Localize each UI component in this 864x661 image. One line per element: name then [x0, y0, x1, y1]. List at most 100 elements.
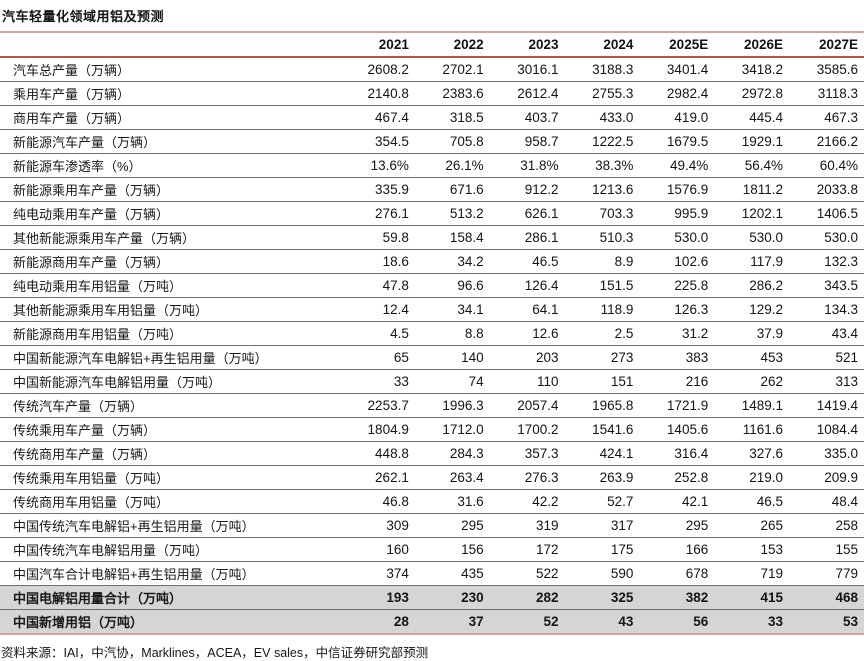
value-cell: 1700.2	[517, 422, 559, 437]
value-cell: 3418.2	[741, 62, 784, 77]
value-cell: 467.3	[824, 110, 858, 125]
value-cell: 530.0	[749, 230, 784, 245]
value-cell: 34.2	[457, 254, 484, 269]
table-row: 新能源商用车用铝量（万吨） 4.5 8.8 12.6 2.5 31.2 37.9 43.4	[0, 321, 864, 346]
value-cell: 383	[685, 350, 709, 365]
source-note: 资料来源：IAI，中汽协，Marklines，ACEA，EV sales，中信证…	[1, 646, 429, 660]
value-cell: 2608.2	[367, 62, 409, 77]
table-row: 新能源乘用车产量（万辆） 335.9 671.6 912.2 1213.6 1576.9 1…	[0, 177, 864, 202]
value-cell: 1576.9	[666, 182, 709, 197]
value-cell: 3016.1	[517, 62, 559, 77]
value-cell: 65	[393, 350, 409, 365]
value-cell: 42.1	[681, 494, 709, 509]
value-cell: 1712.0	[442, 422, 484, 437]
value-cell: 295	[461, 518, 484, 533]
row-label: 中国新能源汽车电解铝+再生铝用量（万吨）	[13, 351, 268, 366]
table-body: 汽车总产量（万辆） 2608.2 2702.1 3016.1 3188.3 3401.4 3…	[0, 57, 864, 634]
value-cell: 522	[536, 566, 559, 581]
value-cell: 52.7	[607, 494, 634, 509]
value-cell: 435	[461, 566, 484, 581]
value-cell: 286.1	[524, 230, 559, 245]
row-label: 中国新能源汽车电解铝用量（万吨）	[13, 375, 222, 390]
value-cell: 1965.8	[592, 398, 634, 413]
value-cell: 284.3	[449, 446, 484, 461]
value-cell: 3188.3	[592, 62, 634, 77]
row-label: 中国新增用铝（万吨）	[13, 615, 144, 630]
value-cell: 34.1	[457, 302, 484, 317]
value-cell: 1996.3	[442, 398, 484, 413]
table-row: 乘用车产量（万辆） 2140.8 2383.6 2612.4 2755.3 2982.4 2…	[0, 81, 864, 106]
value-cell: 28	[393, 614, 409, 629]
value-cell: 1804.9	[367, 422, 409, 437]
value-cell: 8.8	[464, 326, 484, 341]
row-label: 传统商用车产量（万辆）	[13, 447, 157, 462]
value-cell: 37	[468, 614, 484, 629]
value-cell: 530.0	[674, 230, 709, 245]
value-cell: 327.6	[749, 446, 784, 461]
row-label: 中国汽车合计电解铝+再生铝用量（万吨）	[13, 567, 255, 582]
value-cell: 151.5	[599, 278, 634, 293]
value-cell: 263.9	[599, 470, 634, 485]
row-label: 传统乘用车用铝量（万吨）	[13, 471, 170, 486]
year-column-header: 2023	[489, 32, 565, 58]
value-cell: 31.6	[457, 494, 484, 509]
value-cell: 38.3%	[595, 158, 634, 173]
value-cell: 912.2	[524, 182, 559, 197]
value-cell: 172	[536, 542, 559, 557]
table-row: 商用车产量（万辆） 467.4 318.5 403.7 433.0 419.0 445.4 4…	[0, 105, 864, 130]
value-cell: 230	[461, 590, 484, 605]
table-row: 中国汽车合计电解铝+再生铝用量（万吨） 374 435 522 590 678 719 779	[0, 561, 864, 586]
value-cell: 1405.6	[666, 422, 709, 437]
value-cell: 2755.3	[592, 86, 634, 101]
value-cell: 319	[536, 518, 559, 533]
value-cell: 258	[835, 518, 858, 533]
value-cell: 335.0	[824, 446, 858, 461]
row-label: 传统汽车产量（万辆）	[13, 399, 144, 414]
value-cell: 265	[760, 518, 784, 533]
value-cell: 155	[835, 542, 858, 557]
value-cell: 46.5	[756, 494, 784, 509]
value-cell: 140	[461, 350, 484, 365]
value-cell: 37.9	[756, 326, 784, 341]
value-cell: 453	[760, 350, 784, 365]
table-row: 中国新增用铝（万吨） 28 37 52 43 56 33 53	[0, 609, 864, 634]
value-cell: 3585.6	[816, 62, 858, 77]
value-cell: 995.9	[674, 206, 709, 221]
row-label: 传统乘用车产量（万辆）	[13, 423, 157, 438]
table-row: 中国电解铝用量合计（万吨） 193 230 282 325 382 415 468	[0, 585, 864, 610]
value-cell: 46.5	[532, 254, 559, 269]
table-row: 新能源商用车产量（万辆） 18.6 34.2 46.5 8.9 102.6 117.9 132…	[0, 249, 864, 274]
value-cell: 626.1	[524, 206, 559, 221]
value-cell: 671.6	[449, 182, 484, 197]
value-cell: 2982.4	[666, 86, 709, 101]
value-cell: 102.6	[674, 254, 709, 269]
table-row: 中国新能源汽车电解铝用量（万吨） 33 74 110 151 216 262 313	[0, 369, 864, 394]
value-cell: 4.5	[390, 326, 409, 341]
value-cell: 193	[386, 590, 409, 605]
value-cell: 1929.1	[741, 134, 784, 149]
value-cell: 2.5	[614, 326, 634, 341]
value-cell: 1679.5	[666, 134, 709, 149]
value-cell: 49.4%	[669, 158, 709, 173]
value-cell: 3401.4	[666, 62, 709, 77]
table-row: 其他新能源乘用车用铝量（万吨） 12.4 34.1 64.1 118.9 126.3 129…	[0, 297, 864, 322]
value-cell: 117.9	[750, 254, 784, 269]
value-cell: 343.5	[824, 278, 858, 293]
row-label: 中国传统汽车电解铝用量（万吨）	[13, 543, 209, 558]
value-cell: 262	[760, 374, 784, 389]
value-cell: 1084.4	[816, 422, 858, 437]
table-row: 汽车总产量（万辆） 2608.2 2702.1 3016.1 3188.3 3401.4 3…	[0, 57, 864, 82]
value-cell: 31.2	[681, 326, 709, 341]
value-cell: 8.9	[614, 254, 634, 269]
value-cell: 1541.6	[592, 422, 634, 437]
table-row: 传统商用车产量（万辆） 448.8 284.3 357.3 424.1 316.4 327.…	[0, 441, 864, 466]
row-label: 其他新能源乘用车产量（万辆）	[13, 231, 196, 246]
value-cell: 52	[543, 614, 559, 629]
value-cell: 60.4%	[819, 158, 858, 173]
year-column-header: 2025E	[639, 32, 715, 58]
table-row: 其他新能源乘用车产量（万辆） 59.8 158.4 286.1 510.3 530.0 53…	[0, 225, 864, 250]
value-cell: 43.4	[831, 326, 858, 341]
value-cell: 530.0	[824, 230, 858, 245]
value-cell: 33	[768, 614, 784, 629]
